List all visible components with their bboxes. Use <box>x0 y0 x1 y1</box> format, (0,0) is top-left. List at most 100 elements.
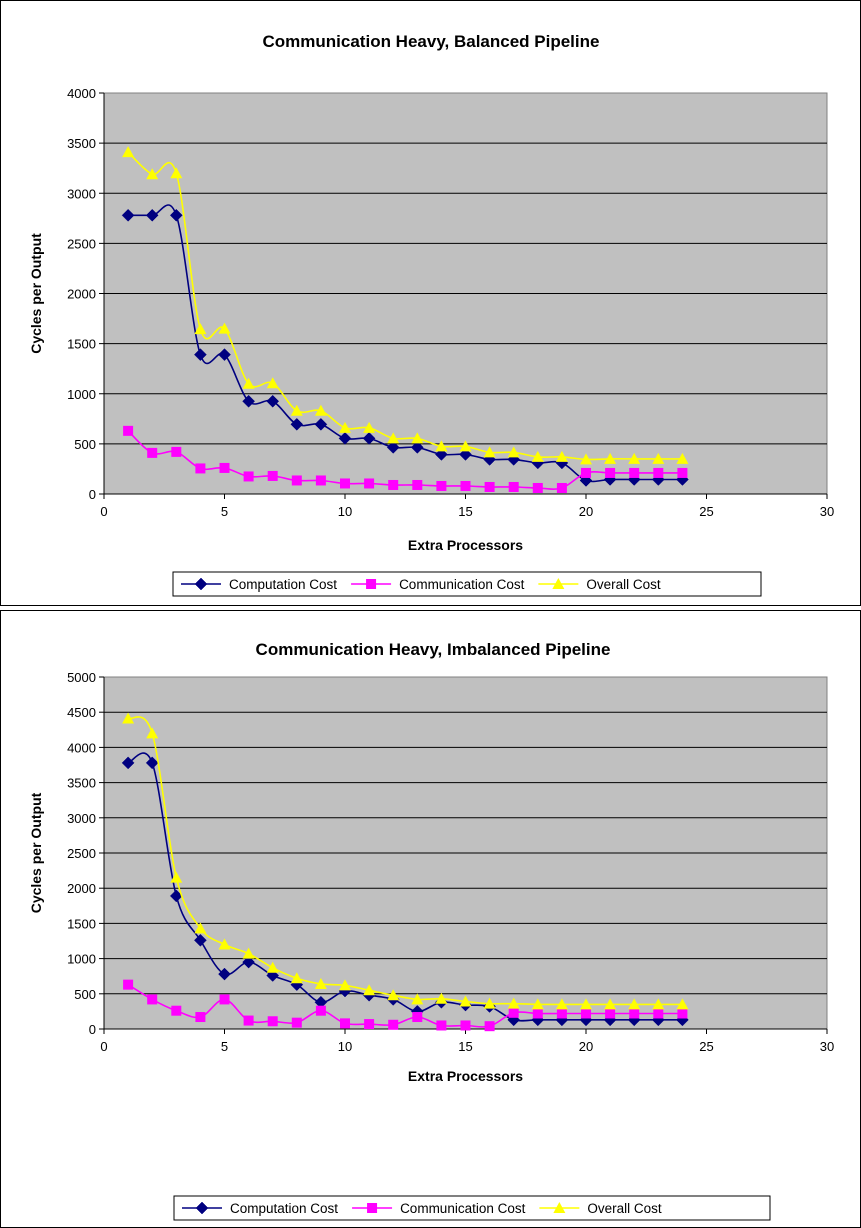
data-point <box>436 1020 447 1031</box>
data-point <box>388 479 399 490</box>
x-axis-title: Extra Processors <box>408 537 523 553</box>
series-communication-cost <box>123 979 688 1032</box>
data-point <box>363 421 376 433</box>
chart-imbalanced-pipeline: Communication Heavy, Imbalanced Pipeline… <box>0 610 861 1228</box>
y-tick-label: 4500 <box>67 705 96 720</box>
data-point <box>194 348 207 362</box>
data-point <box>339 979 351 991</box>
series-communication-cost <box>123 425 688 493</box>
data-point <box>242 394 255 408</box>
data-point <box>340 478 350 489</box>
data-point <box>121 756 135 770</box>
data-point <box>362 432 376 445</box>
x-axis-title: Extra Processors <box>408 1068 523 1084</box>
data-point <box>652 998 665 1010</box>
data-point <box>147 994 158 1005</box>
data-point <box>677 1008 688 1019</box>
y-tick-label: 3000 <box>67 811 96 826</box>
data-point <box>484 481 495 492</box>
y-tick-label: 2500 <box>67 236 96 251</box>
data-point <box>194 922 207 934</box>
data-point <box>219 994 230 1005</box>
data-point <box>532 1008 543 1019</box>
data-point <box>411 432 424 444</box>
data-point <box>556 1008 567 1019</box>
data-point <box>436 480 447 491</box>
legend-marker <box>553 1202 566 1213</box>
data-point <box>219 462 230 473</box>
data-point <box>266 377 279 389</box>
data-point <box>435 440 448 452</box>
legend-label: Overall Cost <box>586 577 661 592</box>
data-point <box>387 989 400 1001</box>
data-point <box>291 475 302 486</box>
data-point <box>483 446 496 458</box>
data-point <box>171 1005 182 1016</box>
y-tick-label: 2500 <box>67 846 96 861</box>
data-point <box>314 404 327 416</box>
data-point <box>629 467 640 478</box>
data-point <box>218 322 231 334</box>
data-point <box>290 972 303 984</box>
legend-label: Computation Cost <box>229 577 337 592</box>
data-point <box>339 421 351 433</box>
data-point <box>653 1008 664 1019</box>
data-point <box>604 452 617 464</box>
data-point <box>195 1012 206 1023</box>
data-point <box>555 450 568 462</box>
data-point <box>122 712 135 724</box>
data-point <box>581 467 591 478</box>
y-tick-label: 1000 <box>67 387 96 402</box>
data-point <box>218 967 231 981</box>
data-point <box>460 480 471 491</box>
data-point <box>386 441 400 454</box>
data-point <box>676 452 689 464</box>
data-point <box>484 1021 495 1032</box>
chart-balanced-pipeline: Communication Heavy, Balanced Pipeline 0 5… <box>0 0 861 606</box>
series-overall-cost <box>122 712 689 1010</box>
data-point <box>531 450 544 462</box>
data-point <box>170 871 183 883</box>
legend: Computation Cost Communication Cost Overal… <box>172 571 762 597</box>
data-point <box>315 1005 326 1016</box>
x-tick-label: 25 <box>699 504 713 519</box>
chart-title: Communication Heavy, Imbalanced Pipeline <box>256 640 611 659</box>
chart-svg-balanced: Communication Heavy, Balanced Pipeline 0 5… <box>28 32 834 597</box>
chart-svg-imbalanced: Communication Heavy, Imbalanced Pipeline… <box>28 640 834 1221</box>
data-point <box>340 1018 350 1029</box>
data-point <box>147 447 158 458</box>
data-point <box>218 938 231 950</box>
data-point <box>123 979 134 990</box>
data-point <box>580 453 592 465</box>
x-tick-label: 10 <box>338 504 352 519</box>
data-point <box>555 998 568 1010</box>
data-point <box>267 1016 278 1027</box>
data-point <box>677 467 688 478</box>
data-point <box>121 208 135 222</box>
data-point <box>290 404 303 416</box>
x-tick-label: 20 <box>579 1039 593 1054</box>
chart-title: Communication Heavy, Balanced Pipeline <box>263 32 600 51</box>
data-point <box>605 1008 616 1019</box>
data-point <box>123 425 134 436</box>
y-tick-label: 0 <box>89 487 96 502</box>
legend-label: Overall Cost <box>587 1201 662 1216</box>
data-point <box>556 482 567 493</box>
data-point <box>507 446 520 458</box>
data-point <box>338 432 352 445</box>
y-tick-label: 4000 <box>67 740 96 755</box>
data-point <box>629 1008 640 1019</box>
data-point <box>315 475 326 486</box>
data-point <box>508 481 519 492</box>
data-point <box>170 167 183 179</box>
y-tick-label: 1500 <box>67 337 96 352</box>
y-tick-label: 2000 <box>67 287 96 302</box>
x-tick-label: 5 <box>221 504 228 519</box>
data-point <box>146 727 159 739</box>
data-point <box>460 1020 471 1031</box>
legend-marker <box>194 577 208 591</box>
data-point <box>145 208 159 222</box>
y-tick-label: 3500 <box>67 136 96 151</box>
y-tick-label: 3500 <box>67 776 96 791</box>
legend: Computation Cost Communication Cost Overal… <box>173 1195 771 1221</box>
